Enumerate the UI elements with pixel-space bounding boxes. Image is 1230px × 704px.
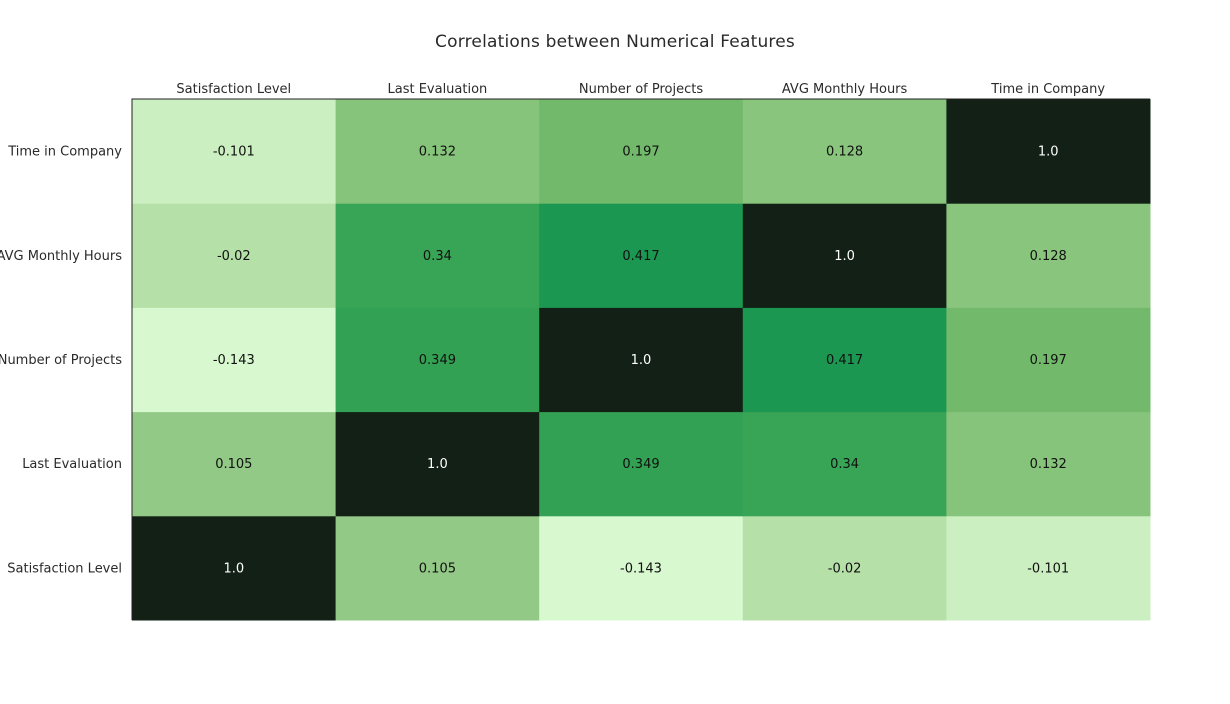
cell-value-label: 0.349 xyxy=(622,457,659,472)
heatmap-cell-time-in-company-x-satisfaction-level xyxy=(132,99,337,204)
heatmap-cell-number-of-projects-x-satisfaction-level xyxy=(132,307,337,413)
y-tick-label-last-evaluation: Last Evaluation xyxy=(22,457,122,472)
heatmap-cell-time-in-company-x-time-in-company xyxy=(946,99,1151,204)
heatmap-cell-number-of-projects-x-avg-monthly-hours xyxy=(742,307,947,413)
heatmap-cell-number-of-projects-x-number-of-projects xyxy=(539,307,744,413)
cell-value-label: 0.417 xyxy=(826,353,863,368)
cell-value-label: -0.143 xyxy=(620,561,662,576)
x-tick-label-time-in-company: Time in Company xyxy=(990,82,1105,97)
cell-value-label: 0.197 xyxy=(1030,353,1067,368)
y-tick-label-time-in-company: Time in Company xyxy=(7,145,122,160)
heatmap-cell-last-evaluation-x-last-evaluation xyxy=(335,411,540,517)
cell-value-label: 1.0 xyxy=(834,249,855,264)
heatmap-cell-number-of-projects-x-last-evaluation xyxy=(335,307,540,413)
heatmap-cell-avg-monthly-hours-x-number-of-projects xyxy=(539,203,744,308)
cell-value-label: -0.02 xyxy=(217,249,251,264)
heatmap-cell-last-evaluation-x-avg-monthly-hours xyxy=(742,411,947,517)
cell-value-label: -0.101 xyxy=(213,145,255,160)
cell-value-label: 1.0 xyxy=(1038,145,1059,160)
cell-value-label: -0.143 xyxy=(213,353,255,368)
cell-value-label: 0.132 xyxy=(1030,457,1067,472)
cell-value-label: 0.34 xyxy=(830,457,859,472)
x-tick-label-satisfaction-level: Satisfaction Level xyxy=(176,82,291,97)
heatmap-cell-time-in-company-x-avg-monthly-hours xyxy=(742,99,947,204)
heatmap-cell-avg-monthly-hours-x-time-in-company xyxy=(946,203,1151,308)
y-tick-label-number-of-projects: Number of Projects xyxy=(0,353,122,368)
cell-value-label: 0.349 xyxy=(419,353,456,368)
y-tick-label-avg-monthly-hours: AVG Monthly Hours xyxy=(0,249,122,264)
heatmap-cell-avg-monthly-hours-x-avg-monthly-hours xyxy=(742,203,947,308)
heatmap-cell-time-in-company-x-last-evaluation xyxy=(335,99,540,204)
cell-value-label: 0.132 xyxy=(419,145,456,160)
heatmap-cell-satisfaction-level-x-number-of-projects xyxy=(539,515,744,621)
chart-title: Correlations between Numerical Features xyxy=(435,32,795,52)
cell-value-label: 0.34 xyxy=(423,249,452,264)
cell-value-label: 0.128 xyxy=(1030,249,1067,264)
cell-value-label: 0.105 xyxy=(419,561,456,576)
heatmap-cell-avg-monthly-hours-x-satisfaction-level xyxy=(132,203,337,308)
heatmap-cell-satisfaction-level-x-last-evaluation xyxy=(335,515,540,621)
heatmap-cell-satisfaction-level-x-time-in-company xyxy=(946,515,1151,621)
x-tick-label-avg-monthly-hours: AVG Monthly Hours xyxy=(782,82,908,97)
heatmap-cell-avg-monthly-hours-x-last-evaluation xyxy=(335,203,540,308)
heatmap-cell-satisfaction-level-x-avg-monthly-hours xyxy=(742,515,947,621)
heatmap-cell-last-evaluation-x-time-in-company xyxy=(946,411,1151,517)
plot-border xyxy=(131,98,1150,620)
y-tick-label-satisfaction-level: Satisfaction Level xyxy=(7,561,122,576)
x-tick-label-last-evaluation: Last Evaluation xyxy=(387,82,487,97)
cell-value-label: 0.417 xyxy=(622,249,659,264)
heatmap-cell-satisfaction-level-x-satisfaction-level xyxy=(132,515,337,621)
cell-value-label: -0.02 xyxy=(828,561,862,576)
heatmap-cell-number-of-projects-x-time-in-company xyxy=(946,307,1151,413)
heatmap-cell-last-evaluation-x-number-of-projects xyxy=(539,411,744,517)
cell-value-label: 1.0 xyxy=(223,561,244,576)
cell-value-label: -0.101 xyxy=(1027,561,1069,576)
cell-value-label: 0.105 xyxy=(215,457,252,472)
cell-value-label: 1.0 xyxy=(631,353,652,368)
cell-value-label: 1.0 xyxy=(427,457,448,472)
cell-value-label: 0.128 xyxy=(826,145,863,160)
cell-value-label: 0.197 xyxy=(622,145,659,160)
heatmap-cell-last-evaluation-x-satisfaction-level xyxy=(132,411,337,517)
heatmap-cell-time-in-company-x-number-of-projects xyxy=(539,99,744,204)
x-tick-label-number-of-projects: Number of Projects xyxy=(579,82,703,97)
